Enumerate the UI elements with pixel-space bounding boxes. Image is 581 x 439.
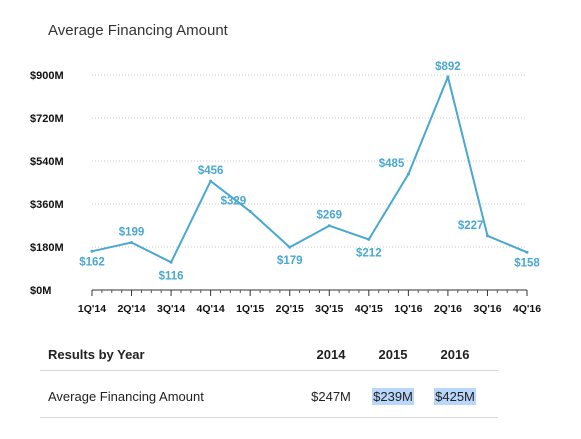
series-layer: [90, 75, 529, 264]
data-label: $892: [435, 61, 461, 73]
data-label: $158: [514, 257, 540, 269]
results-header-row: Results by Year 2014 2015 2016: [40, 338, 498, 371]
x-tick-label: 2Q'16: [434, 303, 462, 315]
data-label: $269: [316, 210, 342, 222]
x-tick-label: 4Q'15: [355, 303, 383, 315]
data-point: [327, 224, 331, 228]
x-tick-label: 2Q'14: [117, 303, 145, 315]
y-tick-label: $900M: [30, 70, 64, 82]
data-point: [209, 179, 213, 183]
x-tick-label: 1Q'15: [236, 303, 264, 315]
x-tick-label: 3Q'14: [157, 303, 185, 315]
value-2015: $239M: [362, 387, 424, 405]
value-2015-text: $239M: [372, 387, 414, 405]
data-point: [169, 260, 173, 264]
y-tick-label: $720M: [30, 113, 64, 125]
data-label: $179: [277, 255, 303, 267]
data-point: [406, 172, 410, 176]
data-point: [90, 249, 94, 253]
results-table: Results by Year 2014 2015 2016 Average F…: [40, 338, 498, 418]
year-header-2015: 2015: [378, 346, 408, 362]
data-label: $456: [198, 165, 224, 177]
x-tick-label: 3Q'16: [473, 303, 501, 315]
x-tick-label: 4Q'16: [513, 303, 541, 315]
data-point: [130, 240, 134, 244]
data-point: [248, 209, 252, 213]
data-label: $212: [356, 247, 382, 259]
table-row: Average Financing Amount $247M $239M $42…: [40, 375, 498, 418]
data-label: $227: [458, 220, 484, 232]
data-point: [288, 245, 292, 249]
line-chart: $0M $180M $360M $540M $720M $900M 1Q'14 2Q'14 3…: [30, 61, 541, 315]
chart-title: Average Financing Amount: [48, 22, 228, 39]
y-tick-label: $360M: [30, 199, 64, 211]
value-2014-text: $247M: [311, 388, 351, 404]
data-point: [367, 237, 371, 241]
y-axis: $0M $180M $360M $540M $720M $900M: [30, 70, 64, 297]
row-label: Average Financing Amount: [48, 388, 204, 404]
x-tick-label: 4Q'14: [197, 303, 225, 315]
value-2014: $247M: [300, 389, 362, 404]
year-header-2016: 2016: [440, 346, 470, 362]
data-label: $329: [221, 195, 247, 207]
data-point: [525, 250, 529, 254]
x-tick-label: 1Q'14: [78, 303, 106, 315]
x-tick-label: 3Q'15: [315, 303, 343, 315]
y-tick-label: $0M: [30, 285, 51, 297]
data-label: $116: [159, 270, 184, 282]
y-tick-label: $540M: [30, 156, 64, 168]
x-axis: 1Q'14 2Q'14 3Q'14 4Q'14 1Q'15 2Q'15 3Q'15 4Q'15…: [78, 289, 541, 315]
x-tick-label: 1Q'16: [394, 303, 422, 315]
data-label: $162: [79, 256, 105, 268]
y-tick-label: $180M: [30, 242, 64, 254]
data-label: $485: [379, 158, 405, 170]
data-point: [485, 234, 489, 238]
year-header-2014: 2014: [316, 346, 346, 362]
value-2016-text: $425M: [434, 387, 476, 405]
x-tick-label: 2Q'15: [276, 303, 304, 315]
data-label: $199: [119, 226, 145, 238]
data-point: [446, 75, 450, 79]
data-labels: $162 $199 $116 $456 $329 $179 $269 $212 $485 $892…: [79, 61, 540, 282]
results-heading: Results by Year: [48, 346, 145, 362]
gridlines: [92, 74, 527, 248]
series-line: [91, 75, 528, 264]
value-2016: $425M: [424, 387, 486, 405]
